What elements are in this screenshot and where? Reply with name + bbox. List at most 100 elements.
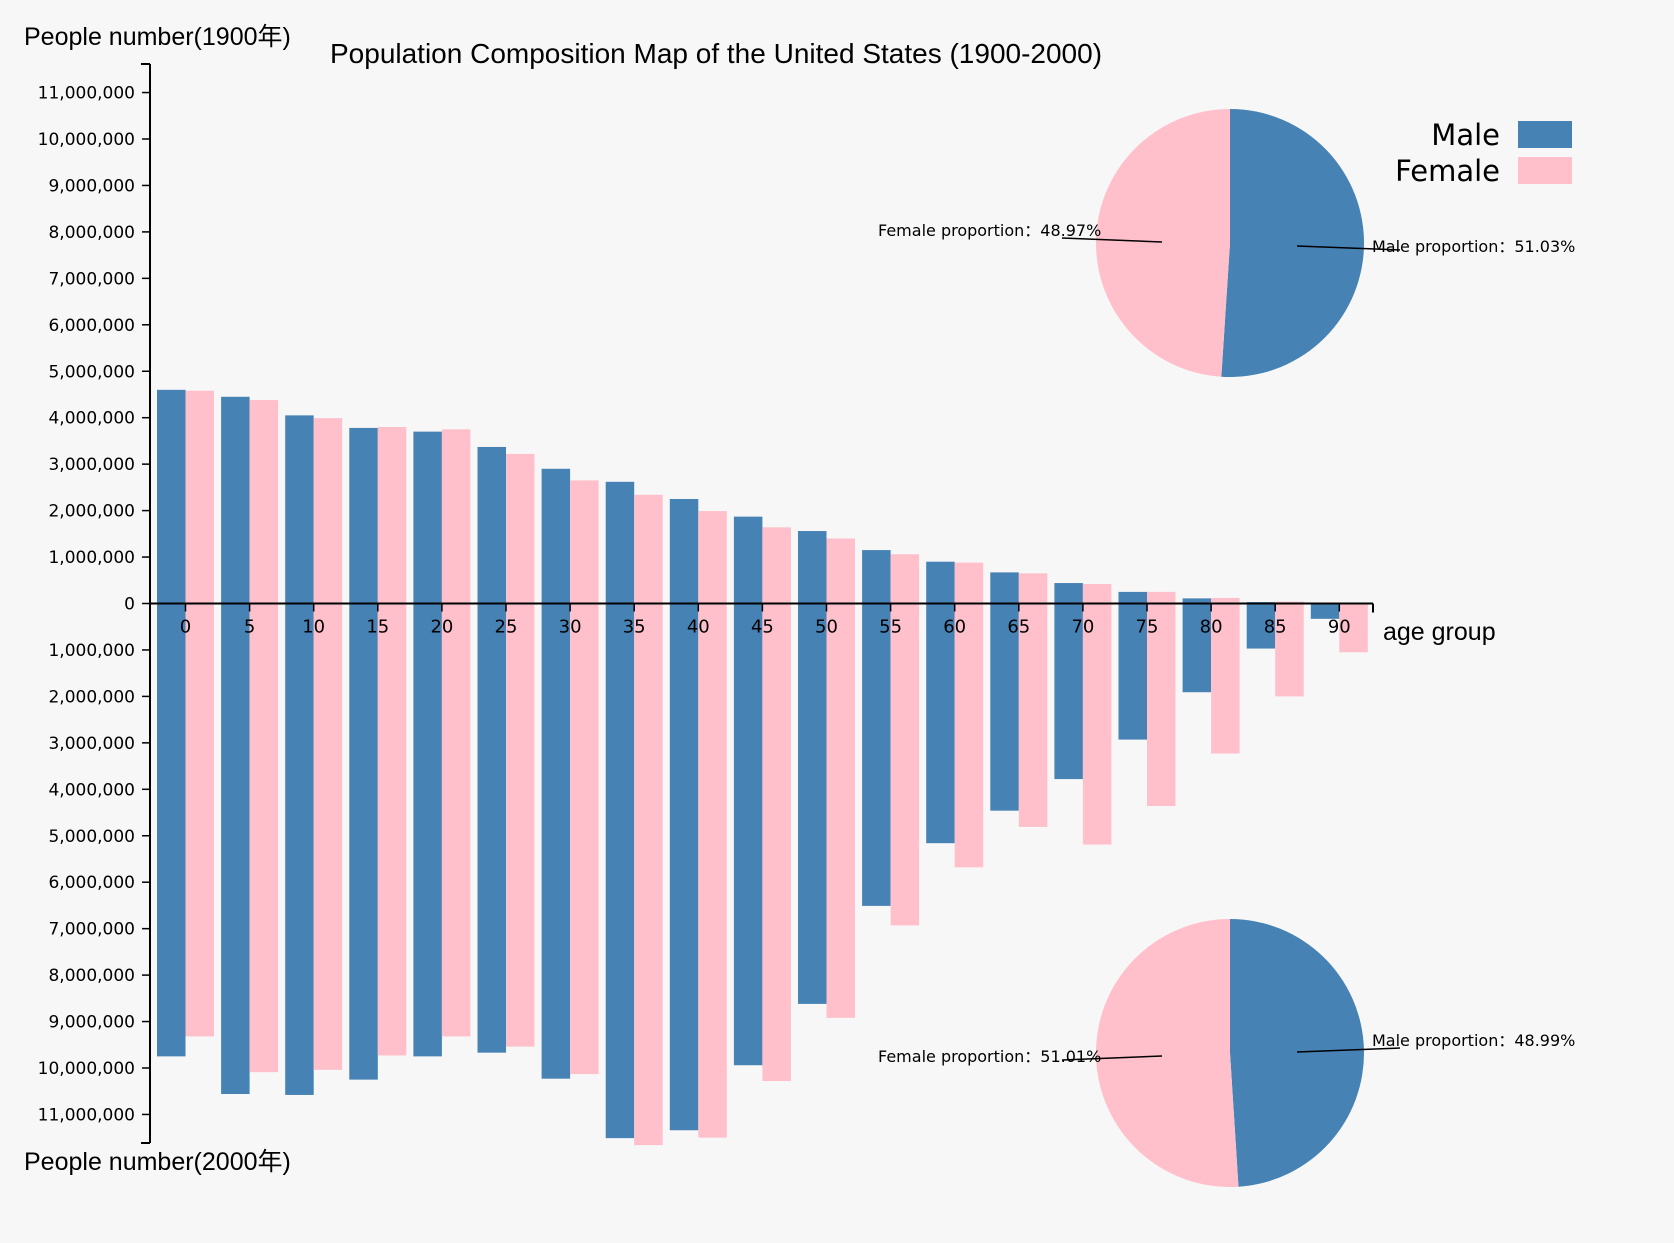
bar-female-1900-30 [570,480,599,604]
y-tick-label: 6,000,000 [48,873,135,893]
bar-male-1900-45 [733,516,763,604]
x-tick-label: 20 [430,617,453,638]
x-tick-label: 90 [1328,617,1351,638]
y-tick-label: 4,000,000 [48,780,135,800]
y-tick-label: 0 [124,595,135,615]
bar-male-1900-25 [477,446,506,604]
bar-male-2000-70 [1054,603,1083,780]
y-tick-label: 2,000,000 [48,687,135,707]
bar-male-2000-75 [1118,603,1147,740]
x-tick-label: 45 [751,617,774,638]
bar-male-1900-30 [541,468,571,604]
bar-female-2000-15 [377,603,407,1056]
y-tick-label: 3,000,000 [48,455,135,475]
bar-male-2000-90 [1310,603,1340,619]
pie-2000-male-label: Male proportion：48.99% [1372,1031,1575,1050]
x-tick-label: 30 [559,617,582,638]
bar-male-2000-10 [285,603,314,1095]
legend: Male Female [1395,118,1572,188]
y-tick-label: 9,000,000 [48,1013,135,1033]
bar-male-1900-15 [349,427,378,604]
x-tick-label: 40 [687,617,710,638]
y-axis-title-2000: People number(2000年) [24,1148,291,1176]
bar-male-2000-0 [157,603,186,1057]
bar-male-2000-30 [541,603,571,1079]
bar-female-1900-50 [826,538,855,604]
bar-male-1900-55 [862,550,891,604]
legend-swatch-male [1518,121,1572,148]
bar-male-2000-50 [798,603,827,1004]
y-tick-label: 6,000,000 [48,316,135,336]
bar-male-1900-10 [285,415,314,604]
pie-leader-male [1296,1047,1401,1053]
x-tick-label: 10 [302,617,325,638]
bar-female-2000-75 [1147,603,1176,807]
y-tick-label: 5,000,000 [48,827,135,847]
bar-female-2000-50 [826,603,855,1018]
bar-male-1900-70 [1054,583,1083,604]
bar-female-2000-30 [570,603,599,1075]
bar-male-2000-15 [349,603,378,1080]
pie-leader-female [1061,1055,1163,1061]
bar-female-2000-5 [249,603,279,1073]
y-tick-label: 4,000,000 [48,409,135,429]
pie-1900-male-label: Male proportion：51.03% [1372,237,1575,256]
x-axis: 0 5 10 15 20 25 30 35 40 45 50 55 60 65 70 75 80 85 90 [150,602,1374,638]
pie-2000: Female proportion：51.01% Male proportion：… [878,919,1575,1187]
y-tick-label: 5,000,000 [48,362,135,382]
bar-male-1900-40 [669,498,699,604]
x-axis-title: age group [1383,618,1496,646]
chart-title: Population Composition Map of the United… [330,38,1102,69]
bar-female-2000-45 [762,603,791,1082]
bar-male-2000-60 [926,603,955,844]
bar-female-2000-55 [890,603,920,926]
y-tick-label: 8,000,000 [48,223,135,243]
y-tick-label: 2,000,000 [48,502,135,522]
bar-female-1900-15 [377,426,407,604]
x-tick-label: 5 [244,617,255,638]
bar-female-1900-75 [1147,591,1176,604]
bar-female-1900-10 [313,418,343,604]
x-tick-label: 15 [366,617,389,638]
x-tick-label: 50 [815,617,838,638]
y-tick-label: 7,000,000 [48,920,135,940]
x-tick-label: 85 [1264,617,1287,638]
pie-slice-female [1096,109,1230,377]
bar-male-1900-35 [605,481,635,604]
bar-female-2000-80 [1211,603,1240,754]
bar-male-1900-5 [221,396,250,604]
bar-male-2000-5 [221,603,250,1095]
bar-female-2000-10 [313,603,343,1070]
bar-female-1900-45 [762,527,791,604]
bar-female-1900-25 [506,453,535,604]
bar-female-1900-70 [1082,583,1112,604]
bar-female-1900-35 [634,494,663,604]
x-tick-label: 65 [1007,617,1030,638]
x-tick-label: 75 [1136,617,1159,638]
x-tick-label: 55 [879,617,902,638]
bar-male-2000-20 [413,603,442,1057]
y-tick-label: 10,000,000 [38,130,135,150]
pie-1900: Female proportion：48.97% Male proportion：… [878,109,1575,377]
pie-leader-female [1061,237,1163,243]
legend-swatch-female [1518,157,1572,184]
bar-male-2000-25 [477,603,506,1053]
bar-female-1900-65 [1018,573,1048,604]
bar-female-1900-5 [249,400,279,604]
bar-male-1900-60 [926,561,955,604]
bar-female-2000-20 [441,603,471,1037]
pie-leader-male [1296,245,1401,251]
bar-female-1900-80 [1211,597,1240,604]
bar-female-1900-0 [185,390,214,604]
bar-male-2000-35 [605,603,635,1139]
bar-female-2000-85 [1275,603,1304,697]
bar-male-1900-75 [1118,591,1147,604]
bars-group [157,389,1368,1146]
bar-male-2000-45 [733,603,763,1066]
y-axis-title-1900: People number(1900年) [24,23,291,51]
bar-female-2000-0 [185,603,214,1037]
legend-label-female: Female [1395,154,1500,188]
bar-female-2000-35 [634,603,663,1146]
bar-female-2000-25 [506,603,535,1047]
bar-male-2000-65 [990,603,1019,811]
